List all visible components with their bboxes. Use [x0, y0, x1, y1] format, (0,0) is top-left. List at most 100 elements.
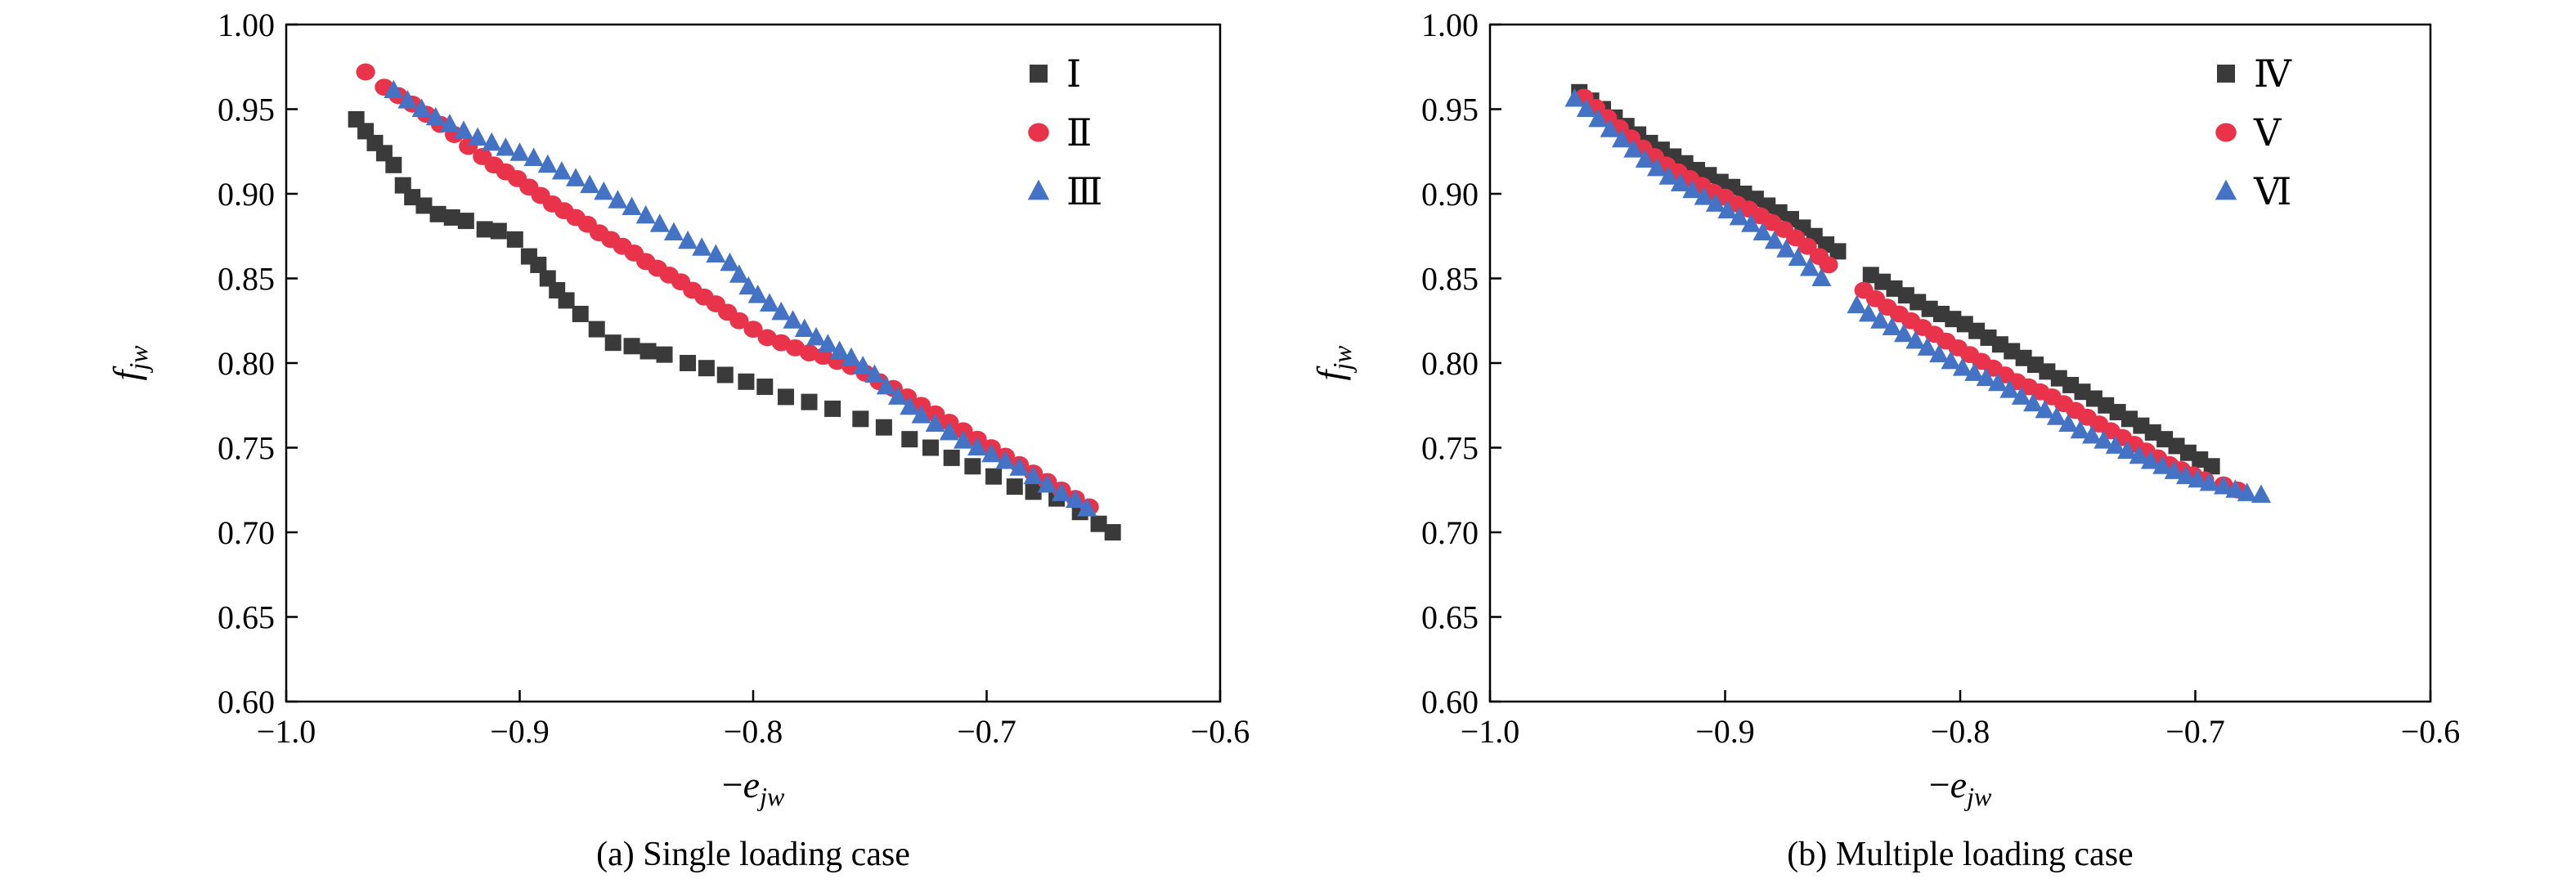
data-point [482, 132, 502, 151]
data-point [2011, 386, 2031, 405]
data-point [995, 451, 1016, 469]
data-point [509, 142, 530, 161]
data-point [1894, 323, 1914, 343]
data-point [397, 90, 418, 109]
data-point [1090, 515, 1107, 532]
data-point [468, 127, 488, 146]
data-point [2035, 399, 2055, 419]
data-point [967, 437, 988, 455]
data-point [443, 209, 460, 226]
y-axis-label-group: fjw [1309, 345, 1357, 381]
data-point [623, 338, 640, 355]
x-tick-label: −1.0 [257, 713, 316, 750]
data-point [411, 98, 432, 117]
legend: Ⅰ Ⅱ Ⅲ [1027, 53, 1102, 213]
panel-caption: (a) Single loading case [596, 836, 910, 873]
data-point [1635, 149, 1655, 168]
data-point [523, 147, 544, 166]
y-tick-label: 0.90 [218, 176, 275, 213]
data-point [729, 312, 749, 330]
data-point [2023, 392, 2044, 412]
data-point [985, 468, 1003, 485]
data-point [2237, 482, 2257, 501]
data-point [415, 197, 433, 214]
data-point [706, 244, 726, 262]
data-point [2058, 413, 2079, 432]
data-point [453, 120, 473, 139]
legend-label: Ⅳ [2254, 53, 2292, 95]
data-point [876, 375, 896, 395]
data-point [1037, 474, 1057, 493]
data-point [925, 413, 945, 432]
data-point [566, 168, 586, 186]
data-point [1819, 256, 1838, 274]
x-tick-label: −0.6 [1191, 713, 1250, 750]
data-point [824, 400, 841, 417]
data-point [953, 430, 973, 449]
data-point [594, 181, 614, 200]
legend-label: Ⅴ [2253, 112, 2282, 154]
data-point [1023, 465, 1043, 485]
data-point [1564, 88, 1585, 107]
data-point [604, 334, 622, 352]
data-point [777, 388, 794, 406]
data-point [2188, 469, 2208, 488]
data-point [1788, 247, 1808, 267]
data-point [356, 63, 375, 81]
data-point [2140, 451, 2161, 469]
y-tick-label: 0.85 [1421, 261, 1479, 298]
x-axis-label: −ejw [1929, 764, 1992, 811]
data-point [720, 252, 740, 271]
data-point [2225, 479, 2246, 498]
data-point [1006, 478, 1023, 496]
legend-marker [2215, 179, 2237, 200]
y-tick-label: 0.75 [1421, 430, 1479, 467]
y-axis-label: fjw [105, 345, 153, 381]
data-point [1800, 258, 1820, 276]
data-point [864, 364, 885, 383]
data-point [1941, 350, 1961, 370]
data-point [1658, 166, 1679, 185]
data-point [622, 196, 642, 216]
series-1 [1571, 83, 2220, 475]
data-point [1588, 108, 1609, 128]
data-point [1917, 337, 1937, 356]
x-tick-label: −0.9 [1695, 713, 1755, 750]
data-point [1077, 498, 1097, 517]
x-tick-label: −0.7 [2165, 713, 2225, 750]
legend-label: Ⅰ [1066, 53, 1081, 95]
data-point [981, 443, 1002, 463]
data-point [1764, 230, 1784, 249]
data-point [2176, 465, 2196, 485]
legend-marker [1030, 65, 1048, 83]
data-point [771, 301, 792, 321]
data-point [1988, 372, 2008, 392]
data-point [853, 356, 873, 374]
data-point [1797, 237, 1817, 255]
data-point [852, 410, 869, 428]
panel-caption: (b) Multiple loading case [1787, 836, 2133, 873]
y-tick-label: 0.95 [218, 92, 275, 128]
data-point [656, 346, 673, 363]
data-point [692, 237, 712, 256]
x-tick-label: −0.7 [957, 713, 1016, 750]
data-point [457, 213, 474, 230]
data-point [841, 347, 861, 366]
data-point [1741, 213, 1761, 232]
data-point [385, 156, 402, 173]
data-point [635, 204, 656, 224]
data-point [1623, 139, 1644, 158]
data-point [1682, 179, 1703, 199]
data-point [759, 293, 779, 312]
data-point [425, 106, 446, 126]
data-point [922, 439, 939, 456]
series-3 [384, 79, 1097, 517]
data-point [888, 386, 909, 405]
data-point [1882, 316, 1902, 335]
data-point [1612, 128, 1631, 148]
y-tick-label: 0.65 [1421, 599, 1479, 636]
data-point [1025, 483, 1042, 500]
legend: Ⅳ Ⅴ Ⅵ [2215, 53, 2292, 213]
data-point [2117, 440, 2138, 460]
